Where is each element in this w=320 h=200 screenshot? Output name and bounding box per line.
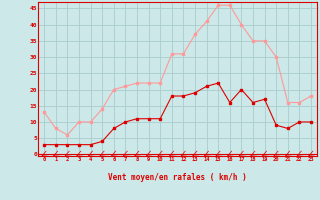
- X-axis label: Vent moyen/en rafales ( km/h ): Vent moyen/en rafales ( km/h ): [108, 174, 247, 182]
